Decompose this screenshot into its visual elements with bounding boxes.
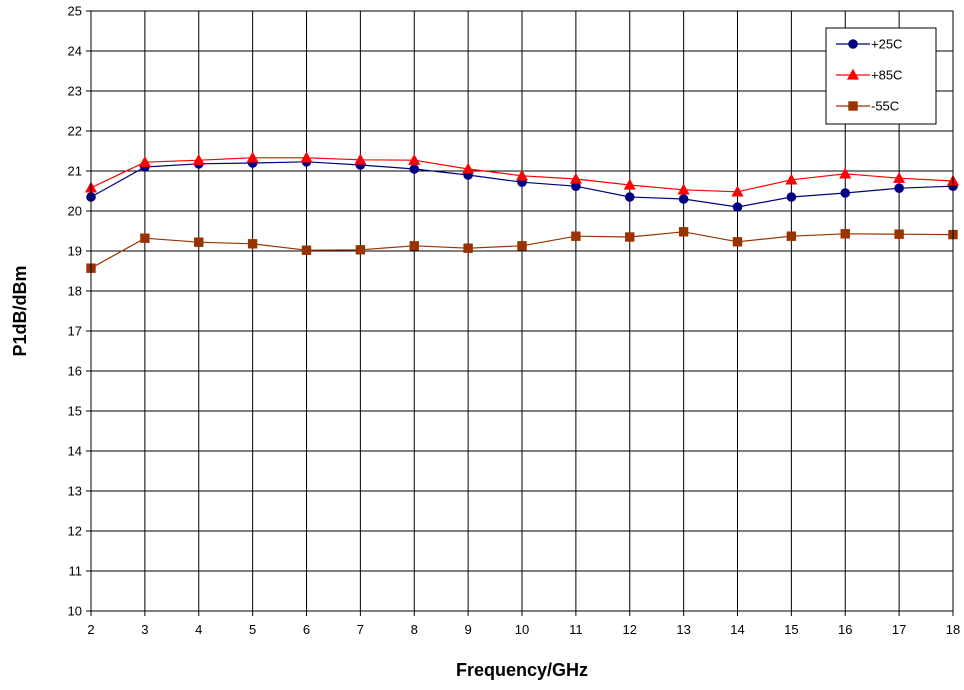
legend-marker: [846, 68, 860, 80]
data-point: [140, 233, 150, 243]
data-point: [894, 229, 904, 239]
y-tick-label: 15: [68, 404, 82, 419]
legend-label: +85C: [871, 68, 902, 83]
x-tick-label: 8: [411, 622, 418, 637]
x-tick-label: 5: [249, 622, 256, 637]
x-tick-label: 17: [892, 622, 906, 637]
y-tick-label: 19: [68, 244, 82, 259]
data-point: [786, 192, 797, 202]
y-tick-label: 25: [68, 4, 82, 19]
data-point: [462, 162, 475, 174]
data-point: [677, 183, 690, 195]
x-tick-label: 12: [623, 622, 637, 637]
data-point: [194, 237, 204, 247]
data-point: [247, 239, 258, 249]
y-tick-label: 21: [68, 164, 82, 179]
legend-label: -55C: [871, 99, 899, 114]
data-point: [894, 183, 904, 193]
data-point: [731, 185, 744, 197]
y-tick-label: 12: [68, 524, 82, 539]
data-point: [301, 245, 312, 255]
data-point: [840, 188, 851, 198]
y-axis-ticks: 10 11 12 13 14 15 16 17 18 19 20 21 22 23 24 25: [68, 4, 91, 619]
data-point: [786, 231, 797, 241]
x-axis-title: Frequency/GHz: [456, 660, 588, 680]
gridlines: [90, 10, 954, 612]
legend-entry: +85C: [836, 68, 902, 83]
x-tick-label: 9: [465, 622, 472, 637]
data-point: [571, 231, 581, 241]
data-point: [624, 192, 635, 202]
data-point: [517, 241, 527, 251]
data-point: [515, 169, 529, 181]
x-tick-label: 2: [87, 622, 94, 637]
data-point: [354, 153, 367, 165]
data-point: [893, 171, 906, 183]
data-point: [355, 245, 366, 255]
x-tick-label: 10: [515, 622, 529, 637]
y-tick-label: 22: [68, 124, 82, 139]
data-point: [300, 151, 313, 163]
y-tick-label: 20: [68, 204, 82, 219]
data-point: [840, 229, 850, 239]
plot-border: [90, 10, 954, 612]
data-point: [678, 194, 689, 204]
x-axis-ticks: 2 3 4 5 6 7 8 9 10 11 12 13 14 15 16 17 18: [87, 611, 960, 637]
x-tick-label: 3: [141, 622, 148, 637]
x-tick-label: 14: [730, 622, 744, 637]
data-point: [463, 243, 473, 253]
legend-marker: [848, 101, 858, 111]
series-group: [84, 151, 960, 273]
x-tick-label: 4: [195, 622, 202, 637]
data-point: [625, 232, 635, 242]
x-tick-label: 18: [946, 622, 960, 637]
y-tick-label: 11: [69, 564, 83, 579]
data-point: [409, 241, 419, 251]
x-tick-label: 11: [569, 622, 583, 637]
y-tick-label: 18: [68, 284, 82, 299]
data-point: [732, 237, 743, 247]
y-tick-label: 16: [68, 364, 82, 379]
y-tick-label: 17: [68, 324, 82, 339]
legend-entry: -55C: [836, 99, 899, 114]
data-point: [192, 153, 205, 165]
legend-label: +25C: [871, 37, 902, 52]
y-tick-label: 24: [68, 44, 82, 59]
data-point: [623, 178, 636, 190]
y-tick-label: 10: [68, 604, 82, 619]
data-point: [408, 153, 421, 165]
legend: +25C +85C -55C: [825, 27, 937, 125]
x-tick-label: 7: [357, 622, 364, 637]
data-point: [785, 173, 798, 185]
data-point: [138, 155, 151, 167]
y-tick-label: 23: [68, 84, 82, 99]
data-point: [246, 151, 259, 163]
data-point: [678, 227, 689, 237]
y-axis-title: P1dB/dBm: [10, 265, 30, 356]
data-point: [839, 167, 852, 179]
data-point: [409, 164, 420, 174]
y-tick-label: 14: [68, 444, 82, 459]
x-tick-label: 13: [676, 622, 690, 637]
x-tick-label: 15: [784, 622, 798, 637]
x-tick-label: 6: [303, 622, 310, 637]
x-tick-label: 16: [838, 622, 852, 637]
data-point: [569, 172, 582, 184]
legend-marker: [848, 39, 858, 49]
legend-entry: +25C: [836, 37, 902, 52]
series-1: [84, 151, 960, 197]
y-tick-label: 13: [68, 484, 82, 499]
series-2: [86, 227, 958, 273]
data-point: [732, 202, 743, 212]
